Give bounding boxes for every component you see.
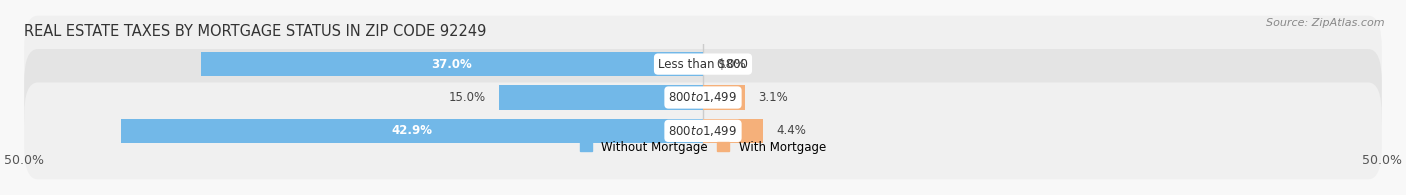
Text: REAL ESTATE TAXES BY MORTGAGE STATUS IN ZIP CODE 92249: REAL ESTATE TAXES BY MORTGAGE STATUS IN …: [24, 24, 486, 39]
Text: 42.9%: 42.9%: [391, 124, 432, 137]
Text: 0.0%: 0.0%: [717, 58, 747, 71]
Text: $800 to $1,499: $800 to $1,499: [668, 124, 738, 138]
Bar: [499, 85, 703, 110]
Text: Less than $800: Less than $800: [658, 58, 748, 71]
Text: 3.1%: 3.1%: [759, 91, 789, 104]
Bar: [703, 85, 745, 110]
Text: $800 to $1,499: $800 to $1,499: [668, 90, 738, 105]
FancyBboxPatch shape: [24, 49, 1382, 146]
FancyBboxPatch shape: [24, 16, 1382, 113]
Bar: [703, 119, 762, 143]
Text: 15.0%: 15.0%: [449, 91, 486, 104]
Bar: [201, 52, 703, 76]
Bar: [121, 119, 703, 143]
Text: Source: ZipAtlas.com: Source: ZipAtlas.com: [1267, 18, 1385, 27]
Text: 4.4%: 4.4%: [776, 124, 806, 137]
Text: 37.0%: 37.0%: [432, 58, 472, 71]
Legend: Without Mortgage, With Mortgage: Without Mortgage, With Mortgage: [581, 141, 825, 154]
FancyBboxPatch shape: [24, 82, 1382, 179]
